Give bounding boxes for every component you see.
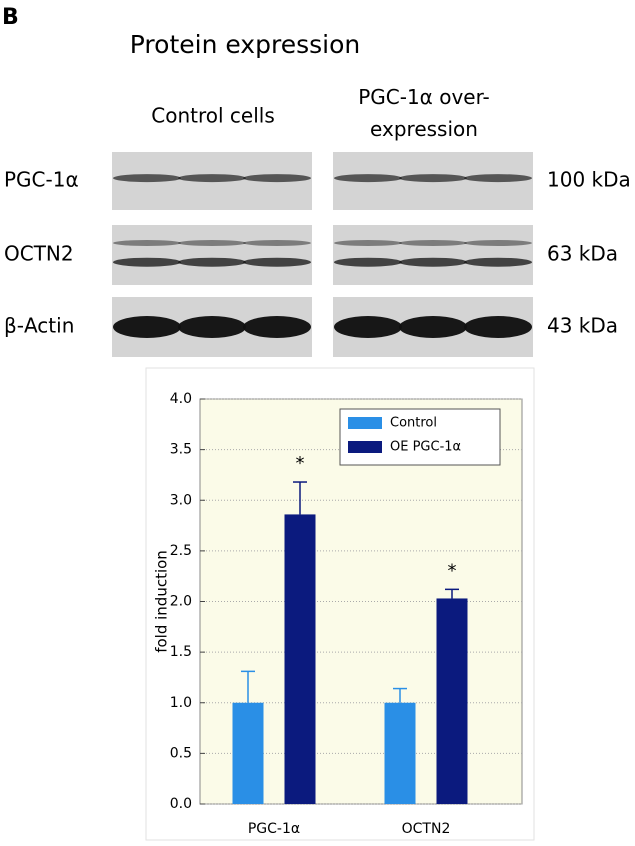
blot-panel [112,225,312,285]
y-tick-label: 2.5 [170,543,192,559]
significance-mark: * [296,453,305,474]
x-tick-label: OCTN2 [402,821,451,837]
blot-band [334,240,402,246]
blot-band [113,257,181,267]
blot-band [399,174,467,183]
blot-band [464,257,532,267]
bar [384,702,416,804]
blot-band [178,240,246,246]
blot-band [243,316,311,338]
blot-band [464,174,532,183]
y-tick-label: 3.0 [170,492,192,508]
column-header: Control cells [151,104,275,128]
x-tick-label: PGC-1α [248,821,300,837]
y-tick-label: 2.0 [170,594,192,610]
protein-label: β-Actin [4,314,74,338]
column-header: PGC-1α over-expression [358,85,490,141]
blot-band [334,316,402,338]
legend-label: OE PGC-1α [390,440,461,455]
blot-band [464,316,532,338]
y-tick-label: 3.5 [170,442,192,458]
significance-mark: * [448,560,457,581]
y-axis-label: fold induction [153,550,171,653]
bar [232,702,264,804]
legend-swatch [348,441,382,453]
blot-band [113,174,181,183]
blot-band [243,257,311,267]
blot-panel [333,225,533,285]
size-label: 100 kDa [547,168,631,192]
y-tick-label: 1.0 [170,695,192,711]
legend-swatch [348,417,382,429]
bar-chart: 0.0 0.5 1.0 1.5 2.0 2.5 3.0 3.5 4.0 fold inductio… [153,391,523,837]
bar [436,598,468,804]
panel-label: B [2,5,19,30]
blot-band [464,240,532,246]
blot-band [178,316,246,338]
blot-band [399,240,467,246]
y-tick-label: 4.0 [170,391,192,407]
blot-band [113,240,181,246]
y-tick-label: 0.5 [170,745,192,761]
heading: Protein expression [130,30,360,59]
size-label: 63 kDa [547,242,618,266]
y-tick-label: 1.5 [170,644,192,660]
blot-band [334,257,402,267]
blot-band [113,316,181,338]
blot-band [243,174,311,183]
blot-band [399,257,467,267]
blot-band [243,240,311,246]
y-tick-label: 0.0 [170,796,192,812]
bar [284,514,316,804]
legend-label: Control [390,416,437,431]
protein-label: PGC-1α [4,168,79,192]
blot-band [178,174,246,183]
blot-band [399,316,467,338]
western-blot: Control cells PGC-1α over-expression PGC-1… [4,85,631,357]
blot-band [334,174,402,183]
blot-band [178,257,246,267]
protein-label: OCTN2 [4,242,74,266]
size-label: 43 kDa [547,314,618,338]
